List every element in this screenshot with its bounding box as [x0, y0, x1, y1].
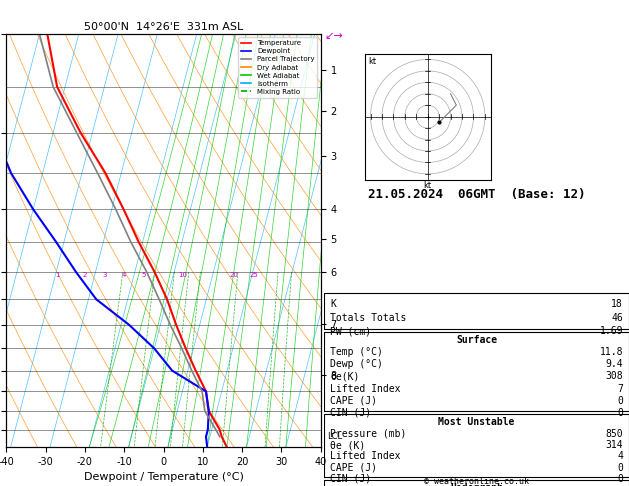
Text: ↙→: ↙→ [324, 31, 343, 41]
Text: Most Unstable: Most Unstable [438, 417, 515, 427]
Text: 0: 0 [617, 474, 623, 484]
X-axis label: kt: kt [424, 181, 431, 190]
Text: CIN (J): CIN (J) [330, 408, 371, 417]
Text: 0: 0 [617, 408, 623, 417]
Text: Hodograph: Hodograph [450, 483, 503, 486]
Text: 850: 850 [605, 429, 623, 439]
Text: 5: 5 [142, 272, 146, 278]
Text: 21.05.2024  06GMT  (Base: 12): 21.05.2024 06GMT (Base: 12) [368, 188, 585, 201]
Text: LCL: LCL [326, 432, 342, 441]
Text: 1: 1 [55, 272, 60, 278]
Text: Lifted Index: Lifted Index [330, 451, 401, 461]
Text: 20: 20 [230, 272, 239, 278]
Text: 314: 314 [605, 440, 623, 450]
Text: θe(K): θe(K) [330, 371, 359, 382]
Text: Pressure (mb): Pressure (mb) [330, 429, 406, 439]
Text: CAPE (J): CAPE (J) [330, 396, 377, 406]
Text: K: K [330, 299, 336, 309]
Text: 18: 18 [611, 299, 623, 309]
Text: Dewp (°C): Dewp (°C) [330, 360, 383, 369]
Text: Temp (°C): Temp (°C) [330, 347, 383, 357]
Text: 11.8: 11.8 [599, 347, 623, 357]
Text: PW (cm): PW (cm) [330, 326, 371, 336]
Title: 50°00'N  14°26'E  331m ASL: 50°00'N 14°26'E 331m ASL [84, 22, 243, 32]
Text: © weatheronline.co.uk: © weatheronline.co.uk [424, 477, 529, 486]
Text: 25: 25 [250, 272, 259, 278]
Text: 0: 0 [617, 463, 623, 473]
Text: Surface: Surface [456, 335, 497, 346]
Legend: Temperature, Dewpoint, Parcel Trajectory, Dry Adiabat, Wet Adiabat, Isotherm, Mi: Temperature, Dewpoint, Parcel Trajectory… [238, 37, 317, 98]
Text: 4: 4 [122, 272, 126, 278]
Text: 308: 308 [605, 371, 623, 382]
Text: θe (K): θe (K) [330, 440, 365, 450]
Text: Lifted Index: Lifted Index [330, 383, 401, 394]
Text: 1.69: 1.69 [599, 326, 623, 336]
Text: CIN (J): CIN (J) [330, 474, 371, 484]
Text: 7: 7 [617, 383, 623, 394]
X-axis label: Dewpoint / Temperature (°C): Dewpoint / Temperature (°C) [84, 472, 243, 483]
Text: Totals Totals: Totals Totals [330, 313, 406, 323]
Text: 4: 4 [617, 451, 623, 461]
Text: CAPE (J): CAPE (J) [330, 463, 377, 473]
Text: 46: 46 [611, 313, 623, 323]
Text: 0: 0 [617, 396, 623, 406]
Text: 10: 10 [179, 272, 187, 278]
Text: 2: 2 [83, 272, 87, 278]
Text: kt: kt [368, 57, 376, 66]
Text: 9.4: 9.4 [605, 360, 623, 369]
Text: 3: 3 [103, 272, 107, 278]
